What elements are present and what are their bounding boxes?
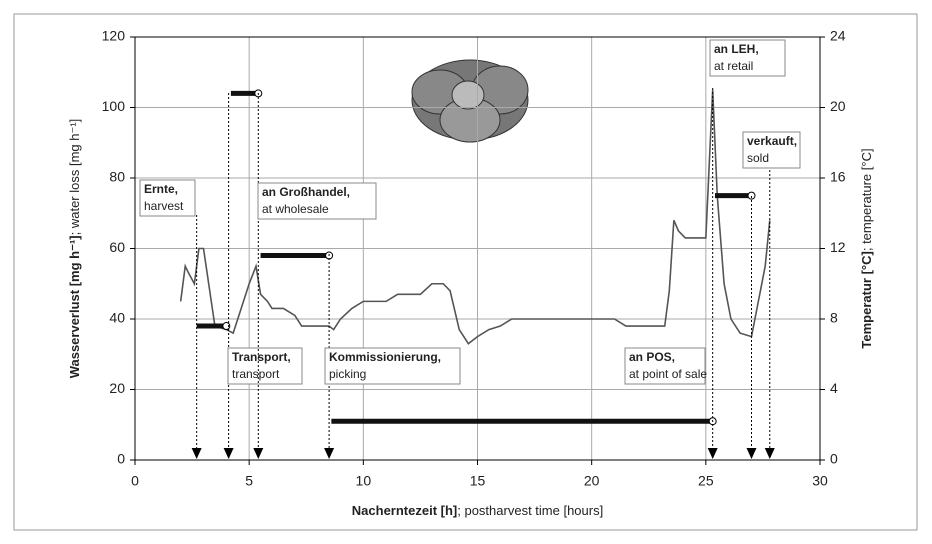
x-tick-label: 25 [698, 473, 714, 489]
y2-tick-label: 24 [830, 28, 846, 44]
x-tick-label: 15 [470, 473, 486, 489]
annotation-sublabel: at retail [714, 59, 753, 73]
x-tick-label: 20 [584, 473, 600, 489]
y-axis-label-en: ; water loss [mg h⁻¹] [67, 119, 82, 236]
x-tick-label: 0 [131, 473, 139, 489]
x-axis-label-en: ; postharvest time [hours] [457, 503, 603, 518]
y2-tick-label: 16 [830, 169, 846, 185]
y-tick-label: 100 [102, 98, 126, 114]
annotation-label: an Großhandel, [262, 185, 350, 199]
y-tick-label: 40 [109, 310, 125, 326]
annotation-label: Kommissionierung, [329, 350, 441, 364]
y2-tick-label: 12 [830, 239, 846, 255]
annotation-arrowhead [324, 448, 335, 459]
annotation-label: verkauft, [747, 134, 797, 148]
annotation-box [139, 179, 196, 217]
y-tick-label: 0 [117, 451, 125, 467]
y2-tick-label: 4 [830, 380, 838, 396]
annotation-box [227, 347, 303, 385]
y-tick-label: 80 [109, 169, 125, 185]
annotation-arrowhead [746, 448, 757, 459]
x-tick-label: 30 [812, 473, 828, 489]
annotation-arrowhead [223, 448, 234, 459]
annotation-box [324, 347, 461, 385]
annotation-box [257, 182, 377, 220]
x-tick-label: 10 [356, 473, 372, 489]
x-axis-label: Nacherntezeit [h]; postharvest time [hou… [352, 503, 603, 518]
x-axis-label-de: Nacherntezeit [h] [352, 503, 457, 518]
y2-tick-label: 20 [830, 98, 846, 114]
segment-end [222, 322, 231, 331]
y2-axis-label-en: ; temperature [°C] [859, 148, 874, 251]
annotation-box [709, 39, 786, 77]
annotation-label: Ernte, [144, 182, 178, 196]
annotation-label: an LEH, [714, 42, 759, 56]
annotation-arrowhead [764, 448, 775, 459]
annotation-sublabel: harvest [144, 199, 184, 213]
y-axis-label-de: Wasserverlust [mg h⁻¹] [67, 235, 82, 378]
annotation-arrowhead [707, 448, 718, 459]
annotation-sublabel: at point of sale [629, 367, 707, 381]
annotation-label: an POS, [629, 350, 675, 364]
x-tick-label: 5 [245, 473, 253, 489]
annotation-arrowhead [191, 448, 202, 459]
y-tick-label: 20 [109, 380, 125, 396]
y2-axis-label: Temperatur [°C]; temperature [°C] [859, 148, 874, 348]
y2-tick-label: 8 [830, 310, 838, 326]
annotation-arrowhead [253, 448, 264, 459]
annotation-box [624, 347, 706, 385]
y2-axis-label-de: Temperatur [°C] [859, 251, 874, 348]
y-axis-label: Wasserverlust [mg h⁻¹]; water loss [mg h… [67, 119, 82, 379]
annotation-sublabel: sold [747, 151, 769, 165]
y2-tick-label: 0 [830, 451, 838, 467]
outer-frame [13, 13, 918, 531]
y-tick-label: 60 [109, 239, 125, 255]
y-tick-label: 120 [102, 28, 126, 44]
annotation-label: Transport, [232, 350, 291, 364]
segment-end [747, 191, 756, 200]
lettuce-image [411, 59, 529, 143]
water-loss-line [179, 89, 771, 345]
annotation-sublabel: at wholesale [262, 202, 329, 216]
annotation-sublabel: transport [232, 367, 280, 381]
annotation-box [742, 131, 801, 169]
plot-frame [134, 36, 821, 461]
annotation-sublabel: picking [329, 367, 366, 381]
